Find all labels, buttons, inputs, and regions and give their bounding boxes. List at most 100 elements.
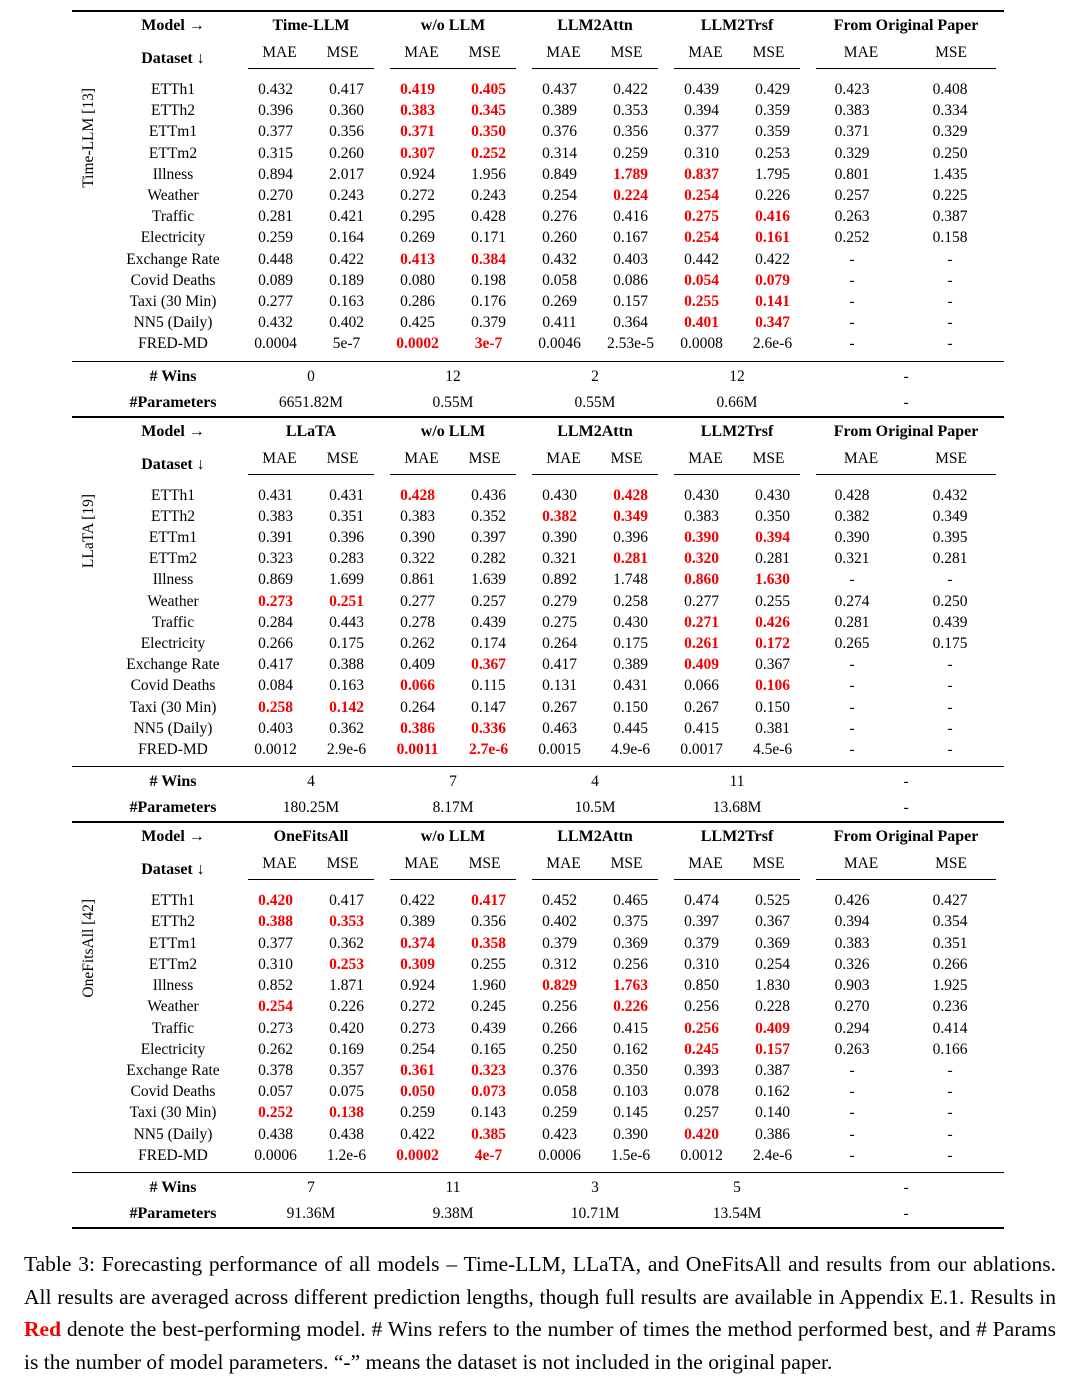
metric-value: 0.259	[542, 1104, 577, 1122]
metric-value: 0.225	[932, 187, 968, 205]
metric-value: 0.057	[258, 1083, 293, 1101]
metric-value: 0.420	[258, 892, 293, 910]
metric-value: 0.084	[258, 677, 293, 695]
metric-value: 0.432	[258, 81, 293, 98]
group-label-spacer	[72, 418, 106, 445]
dataset-name: ETTh1	[151, 892, 195, 910]
metric-value: 0.058	[542, 271, 577, 289]
metric-value: 1.699	[329, 571, 364, 589]
metric-value: 0.278	[400, 613, 435, 631]
metric-value: 0.275	[684, 208, 719, 226]
metric-value: 0.422	[400, 1125, 435, 1143]
metric-value: 2.4e-6	[752, 1146, 793, 1164]
metric-value: 0.394	[834, 913, 870, 931]
metric-value: 0.281	[755, 550, 790, 568]
metric-value: 0.474	[684, 892, 719, 910]
metric-value: 0.147	[471, 698, 506, 716]
mse-label: MSE	[326, 44, 359, 61]
metric-value: 0.427	[932, 892, 968, 910]
metric-value: -	[849, 293, 855, 311]
mse-label: MSE	[468, 855, 501, 873]
metric-value: 0.422	[400, 892, 435, 910]
metric-value: 0.347	[755, 314, 790, 332]
metric-value: 0.437	[542, 81, 577, 98]
metric-value: 4e-7	[474, 1146, 503, 1164]
metric-value: -	[849, 335, 855, 353]
dataset-name: ETTm1	[148, 934, 198, 952]
metric-value: 0.266	[258, 635, 293, 653]
metric-value: 0.438	[329, 1125, 364, 1143]
params-value: 13.54M	[712, 1204, 762, 1222]
table-row: Illness 0.852 1.871 0.924 1.960 0.829 1.763 0.8…	[72, 975, 1004, 996]
metric-value: 0.409	[400, 656, 435, 674]
wins-value: 3	[524, 1171, 667, 1201]
metric-value: 0.376	[542, 123, 577, 141]
metric-value: 5e-7	[332, 335, 361, 353]
caption-red-word: Red	[24, 1317, 62, 1341]
mse-label: MSE	[752, 449, 785, 467]
model-column-header: LLaTA	[285, 422, 337, 440]
metric-value: 0.383	[258, 507, 293, 525]
metric-value: 0.417	[471, 892, 506, 910]
metric-value: 0.0006	[254, 1146, 297, 1164]
model-column-header: From Original Paper	[833, 828, 979, 846]
params-value: 0.55M	[432, 393, 474, 411]
metric-value: 0.228	[755, 998, 790, 1016]
metric-value: 0.140	[755, 1104, 790, 1122]
metric-value: 0.431	[329, 486, 364, 504]
dataset-name: Illness	[152, 165, 194, 183]
dataset-arrow-label: Dataset ↓	[141, 455, 205, 473]
metric-value: 0.430	[755, 486, 790, 504]
model-arrow-label: Model →	[141, 422, 205, 440]
dataset-name: ETTm1	[148, 123, 198, 141]
metric-value: 0.162	[613, 1040, 648, 1058]
metric-value: 0.367	[755, 913, 790, 931]
metric-value: 0.326	[834, 955, 870, 973]
table-row: Covid Deaths 0.084 0.163 0.066 0.115 0.131 0.4…	[72, 675, 1004, 696]
mae-mse-header: MAE MSE	[808, 445, 1004, 478]
metric-value: 0.086	[613, 271, 648, 289]
params-value: 0.66M	[716, 393, 758, 411]
metric-value: -	[849, 719, 855, 737]
metric-value: 0.356	[613, 123, 648, 141]
dataset-name: Weather	[147, 187, 199, 205]
metric-value: 0.263	[834, 208, 870, 226]
metric-value: 0.131	[542, 677, 577, 695]
mse-label: MSE	[468, 449, 501, 467]
mae-label: MAE	[843, 855, 879, 873]
metric-value: 0.255	[471, 955, 506, 973]
metric-value: 0.281	[932, 550, 968, 568]
metric-value: -	[849, 1125, 855, 1143]
table-row: ETTm1 0.391 0.396 0.390 0.397 0.390 0.396 0.390…	[72, 527, 1004, 548]
table-row: Electricity 0.266 0.175 0.262 0.174 0.264 0.17…	[72, 633, 1004, 654]
metric-value: -	[849, 314, 855, 332]
metric-value: 2.6e-6	[752, 335, 793, 353]
model-column-header: LLM2Attn	[557, 17, 633, 34]
metric-value: 0.382	[542, 507, 577, 525]
dataset-name: FRED-MD	[138, 741, 208, 759]
mae-label: MAE	[546, 855, 581, 873]
metric-value: -	[947, 656, 953, 674]
metric-value: 0.158	[932, 229, 968, 247]
metric-value: 0.371	[400, 123, 435, 141]
metric-value: 0.275	[542, 613, 577, 631]
metric-value: 0.402	[329, 314, 364, 332]
table-row: ETTm2 0.310 0.253 0.309 0.255 0.312 0.256 0.310…	[72, 954, 1004, 975]
metric-value: 0.0002	[396, 335, 439, 353]
metric-value: 0.351	[932, 934, 968, 952]
metric-value: 0.256	[613, 955, 648, 973]
metric-value: 0.378	[258, 1061, 293, 1079]
metric-value: 0.253	[329, 955, 364, 973]
dataset-name: ETTh2	[151, 102, 195, 120]
metric-value: 0.272	[400, 187, 435, 205]
metric-value: 0.321	[542, 550, 577, 568]
wins-value: 5	[666, 1171, 809, 1201]
metric-value: 0.163	[329, 293, 364, 311]
wins-label: # Wins	[106, 360, 240, 390]
metric-value: 0.0015	[538, 741, 581, 759]
table-row: ETTm2 0.315 0.260 0.307 0.252 0.314 0.259 0.310…	[72, 143, 1004, 164]
metric-value: 1.639	[471, 571, 506, 589]
metric-value: 0.226	[329, 998, 364, 1016]
metric-value: 0.377	[684, 123, 719, 141]
metric-value: 0.165	[471, 1040, 506, 1058]
